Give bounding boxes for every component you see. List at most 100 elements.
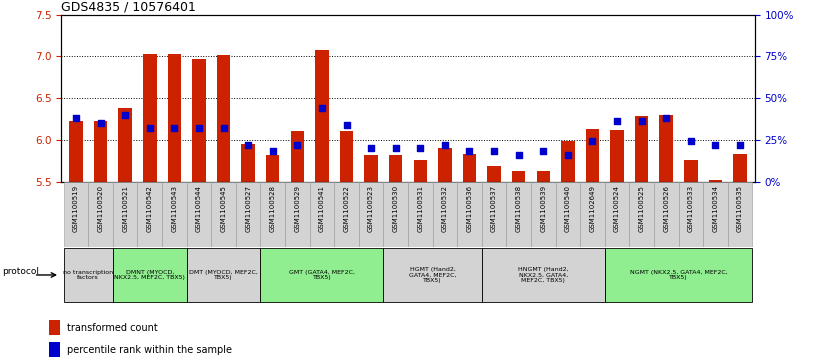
Point (685, 139, 698, 144)
Bar (684, 160, 698, 182)
Text: GSM1100536: GSM1100536 (467, 185, 472, 232)
Bar (69, 121, 82, 182)
Point (487, 148, 500, 154)
Point (290, 142, 304, 148)
Bar (507, 182, 531, 247)
Text: GSM1100542: GSM1100542 (147, 185, 153, 232)
Bar (531, 182, 556, 247)
Point (118, 112, 131, 118)
Point (69, 115, 82, 121)
Bar (162, 182, 187, 247)
Bar (586, 129, 599, 182)
Text: GSM1100540: GSM1100540 (565, 185, 571, 232)
Text: GMT (GATA4, MEF2C,
TBX5): GMT (GATA4, MEF2C, TBX5) (289, 270, 355, 280)
Text: GSM1100534: GSM1100534 (712, 185, 718, 232)
Text: GDS4835 / 10576401: GDS4835 / 10576401 (61, 0, 196, 13)
Bar (187, 248, 260, 302)
Point (144, 125, 157, 131)
Bar (728, 182, 752, 247)
Text: GSM1102649: GSM1102649 (589, 185, 596, 232)
Bar (364, 155, 378, 182)
Text: GSM1100521: GSM1100521 (122, 185, 128, 232)
Point (561, 152, 574, 158)
Text: HGMT (Hand2,
GATA4, MEF2C,
TBX5): HGMT (Hand2, GATA4, MEF2C, TBX5) (409, 267, 456, 283)
Text: GSM1100538: GSM1100538 (516, 185, 521, 232)
Bar (610, 130, 623, 182)
Bar (432, 182, 457, 247)
Bar (438, 148, 452, 182)
Text: GSM1100545: GSM1100545 (220, 185, 227, 232)
Text: HNGMT (Hand2,
NKX2.5, GATA4,
MEF2C, TBX5): HNGMT (Hand2, NKX2.5, GATA4, MEF2C, TBX5… (518, 267, 569, 283)
Point (414, 145, 427, 151)
Text: percentile rank within the sample: percentile rank within the sample (67, 345, 233, 355)
Text: GSM1100522: GSM1100522 (344, 185, 349, 232)
Bar (335, 182, 359, 247)
Text: NGMT (NKX2.5, GATA4, MEF2C,
TBX5): NGMT (NKX2.5, GATA4, MEF2C, TBX5) (630, 270, 727, 280)
Bar (384, 182, 408, 247)
Bar (290, 131, 304, 182)
Point (709, 142, 722, 148)
Bar (187, 182, 211, 247)
Bar (260, 248, 384, 302)
Point (316, 105, 329, 111)
Bar (137, 182, 162, 247)
Text: GSM1100519: GSM1100519 (73, 185, 79, 232)
Text: GSM1100520: GSM1100520 (98, 185, 104, 232)
Text: no transcription
factors: no transcription factors (63, 270, 113, 280)
Bar (118, 108, 132, 182)
Bar (49, 320, 60, 335)
Bar (315, 50, 329, 182)
Text: GSM1100530: GSM1100530 (392, 185, 399, 232)
Bar (285, 182, 309, 247)
Bar (167, 54, 181, 182)
Point (659, 115, 672, 121)
Bar (414, 160, 427, 182)
Point (610, 118, 623, 124)
Bar (236, 182, 260, 247)
Bar (143, 54, 157, 182)
Text: GSM1100541: GSM1100541 (319, 185, 325, 232)
Bar (512, 171, 526, 182)
Bar (561, 140, 574, 182)
Text: GSM1100526: GSM1100526 (663, 185, 669, 232)
Point (537, 148, 550, 154)
Bar (481, 248, 605, 302)
Bar (487, 167, 501, 182)
Text: GSM1100543: GSM1100543 (171, 185, 177, 232)
Bar (457, 182, 481, 247)
Point (193, 125, 206, 131)
Text: protocol: protocol (2, 267, 39, 276)
Bar (359, 182, 384, 247)
Bar (408, 182, 432, 247)
Bar (481, 182, 507, 247)
Bar (703, 182, 728, 247)
Text: GSM1100525: GSM1100525 (639, 185, 645, 232)
Bar (635, 117, 649, 182)
Bar (88, 182, 113, 247)
Text: GSM1100537: GSM1100537 (491, 185, 497, 232)
Bar (217, 54, 230, 182)
Bar (659, 115, 673, 182)
Point (512, 152, 526, 158)
Text: DMT (MYOCD, MEF2C,
TBX5): DMT (MYOCD, MEF2C, TBX5) (189, 270, 258, 280)
Text: GSM1100529: GSM1100529 (295, 185, 300, 232)
Point (217, 125, 230, 131)
Bar (605, 182, 629, 247)
Text: GSM1100528: GSM1100528 (270, 185, 276, 232)
Point (586, 139, 599, 144)
Bar (309, 182, 335, 247)
Bar (339, 131, 353, 182)
Bar (384, 248, 481, 302)
Text: GSM1100544: GSM1100544 (196, 185, 202, 232)
Bar (463, 154, 477, 182)
Bar (708, 180, 722, 182)
Bar (629, 182, 654, 247)
Text: GSM1100524: GSM1100524 (614, 185, 620, 232)
Bar (113, 182, 137, 247)
Bar (580, 182, 605, 247)
Bar (679, 182, 703, 247)
Text: GSM1100523: GSM1100523 (368, 185, 374, 232)
Point (94, 120, 107, 126)
Text: DMNT (MYOCD,
NKX2.5, MEF2C, TBX5): DMNT (MYOCD, NKX2.5, MEF2C, TBX5) (114, 270, 185, 280)
Point (340, 122, 353, 128)
